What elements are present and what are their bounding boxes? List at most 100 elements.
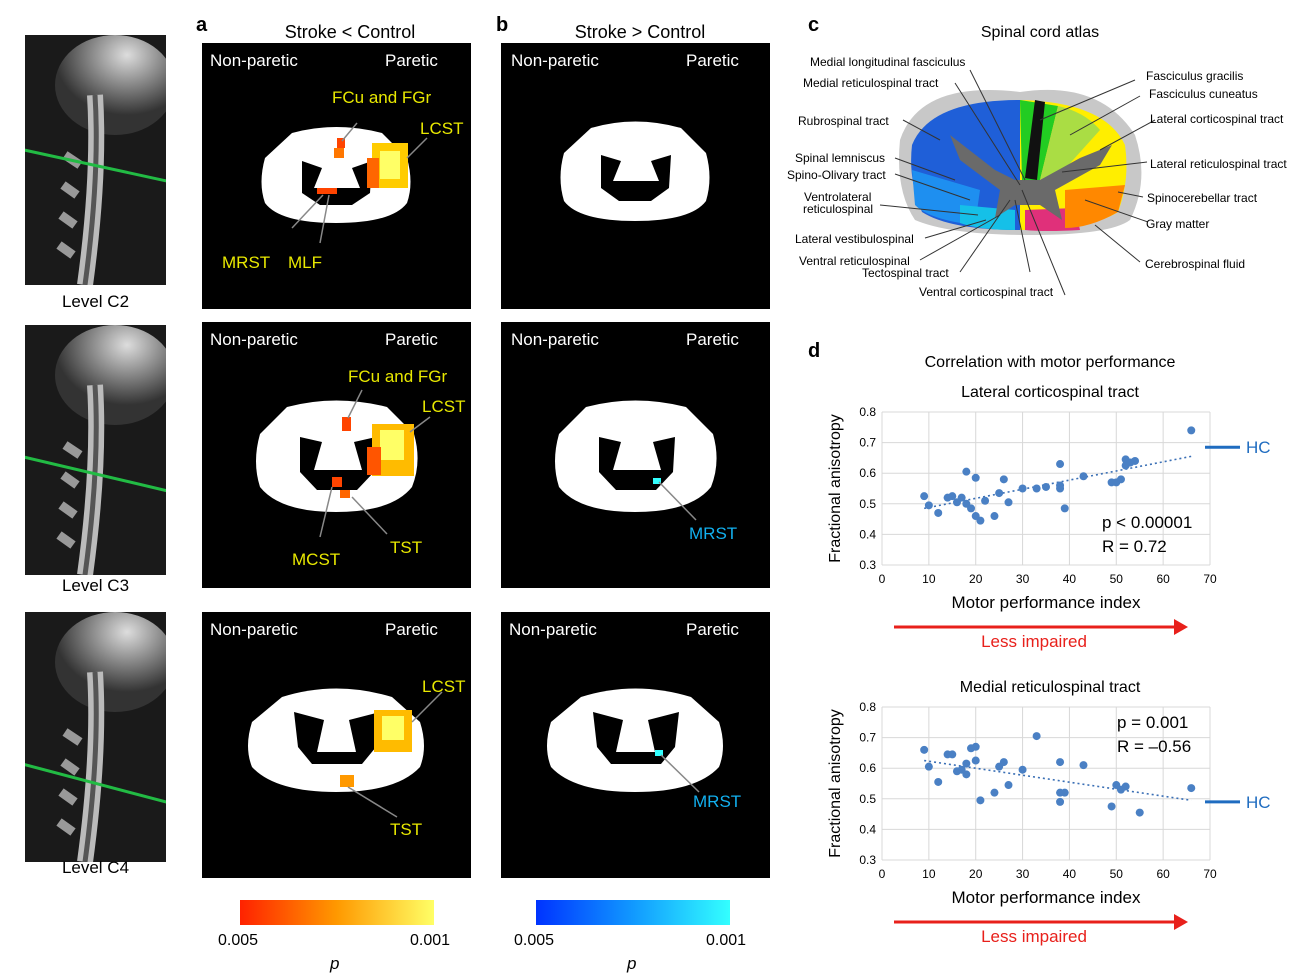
y-tick-label: 0.5 (859, 497, 876, 511)
data-point (976, 516, 985, 525)
data-point (999, 475, 1008, 484)
label-mrst: MRST (689, 524, 738, 543)
slice-b-c4: Non-paretic Paretic MRST (501, 612, 770, 878)
y-tick-label: 0.8 (859, 700, 876, 714)
atlas-label-reticulospinal: reticulospinal (803, 202, 874, 216)
data-point (1004, 781, 1013, 790)
atlas-label-ventral-corticospinal: Ventral corticospinal tract (919, 285, 1054, 299)
atlas-label-lateral-reticulospinal: Lateral reticulospinal tract (1150, 157, 1287, 171)
atlas-label-mlf: Medial longitudinal fasciculus (810, 55, 966, 69)
atlas-label-spinocerebellar: Spinocerebellar tract (1147, 191, 1258, 205)
side-non-paretic: Non-paretic (511, 51, 599, 70)
arrow-head (1174, 619, 1188, 635)
colorbar-b-high: 0.001 (706, 932, 747, 949)
side-paretic: Paretic (385, 51, 438, 70)
atlas-label-gray-matter: Gray matter (1146, 217, 1210, 231)
data-point (990, 512, 999, 521)
data-point (1056, 797, 1065, 806)
atlas-label-spinal-lemniscus: Spinal lemniscus (795, 151, 886, 165)
data-point (920, 492, 929, 501)
data-point (1107, 802, 1116, 811)
data-point (1079, 472, 1088, 481)
colorbar-b-low: 0.005 (514, 932, 555, 949)
atlas-label-lateral-corticospinal: Lateral corticospinal tract (1150, 112, 1284, 126)
trend-line (924, 759, 1192, 802)
y-tick-label: 0.3 (859, 853, 876, 867)
colorbar-a-high: 0.001 (410, 932, 451, 949)
r-value-text: R = –0.56 (1117, 737, 1191, 756)
spinal-cord-atlas (879, 69, 1156, 296)
y-tick-label: 0.6 (859, 466, 876, 480)
panel-b-title: Stroke > Control (574, 22, 706, 42)
colorbar-b (536, 900, 730, 925)
x-tick-label: 60 (1156, 572, 1170, 586)
x-tick-label: 20 (969, 867, 983, 881)
data-point (1121, 782, 1130, 791)
data-point (981, 496, 990, 505)
x-tick-label: 50 (1110, 867, 1124, 881)
colorbar-a (240, 900, 434, 925)
label-mrst: MRST (693, 792, 742, 811)
less-impaired-label: Less impaired (981, 632, 1087, 651)
data-point (962, 770, 971, 779)
data-point (962, 759, 971, 768)
x-tick-label: 20 (969, 572, 983, 586)
x-tick-label: 30 (1016, 867, 1030, 881)
x-axis-label: Motor performance index (952, 888, 1141, 907)
label-mrst: MRST (222, 253, 271, 272)
data-point (962, 467, 971, 476)
mri-sagittal-c2 (25, 35, 166, 285)
side-paretic: Paretic (385, 330, 438, 349)
y-tick-label: 0.6 (859, 761, 876, 775)
data-point (924, 762, 933, 771)
label-fcu-fgr: FCu and FGr (332, 88, 432, 107)
x-tick-label: 40 (1063, 572, 1077, 586)
slice-b-c3: Non-paretic Paretic MRST (501, 322, 770, 588)
panel-letter-d: d (808, 340, 821, 362)
data-point (934, 777, 943, 786)
atlas-label-ventrolateral: Ventrolateral (804, 190, 872, 204)
y-tick-label: 0.3 (859, 558, 876, 572)
data-point (995, 489, 1004, 498)
level-label-c4: Level C4 (61, 858, 130, 877)
p-value-text: p = 0.001 (1117, 713, 1188, 732)
data-point (934, 508, 943, 517)
atlas-label-tectospinal: Tectospinal tract (862, 266, 949, 280)
atlas-label-spino-olivary: Spino-Olivary tract (787, 168, 886, 182)
y-tick-label: 0.4 (859, 822, 876, 836)
x-tick-label: 50 (1110, 572, 1124, 586)
side-paretic: Paretic (686, 51, 739, 70)
hc-reference-label: HC (1246, 438, 1271, 457)
slice-a-c2: Non-paretic Paretic FCu and FGr LCST MRS… (202, 43, 471, 309)
data-point (1042, 482, 1050, 491)
panel-d-title: Correlation with motor performance (924, 354, 1176, 371)
data-point (1131, 456, 1140, 465)
data-point (1187, 426, 1196, 435)
slice-b-c2: Non-paretic Paretic (501, 43, 770, 309)
data-point (1079, 761, 1088, 770)
x-tick-label: 10 (922, 867, 936, 881)
data-point (1060, 504, 1069, 513)
atlas-label-fasciculus-gracilis: Fasciculus gracilis (1146, 69, 1244, 83)
chart-2-title: Medial reticulospinal tract (959, 679, 1141, 696)
side-paretic: Paretic (385, 620, 438, 639)
x-tick-label: 10 (922, 572, 936, 586)
side-non-paretic: Non-paretic (509, 620, 597, 639)
label-tst: TST (390, 538, 423, 557)
label-tst: TST (390, 820, 423, 839)
atlas-label-mrst: Medial reticulospinal tract (803, 76, 939, 90)
data-point (920, 745, 929, 754)
data-point (924, 501, 933, 510)
data-point (1018, 765, 1027, 774)
y-tick-label: 0.4 (859, 527, 876, 541)
scatter-chart-mrst: 0 10 20 30 40 50 60 70 0.3 0.4 0.5 0.6 0.7 0.8 Motor p… (827, 700, 1271, 946)
data-point (971, 473, 980, 482)
data-point (957, 493, 966, 502)
data-point (971, 756, 980, 765)
mri-sagittal-c3 (25, 325, 166, 575)
atlas-label-ventral-reticulospinal: Ventral reticulospinal (799, 254, 910, 268)
label-mcst: MCST (292, 550, 341, 569)
p-value-text: p < 0.00001 (1102, 513, 1192, 532)
colorbar-b-label: p (627, 954, 637, 973)
y-tick-label: 0.8 (859, 405, 876, 419)
